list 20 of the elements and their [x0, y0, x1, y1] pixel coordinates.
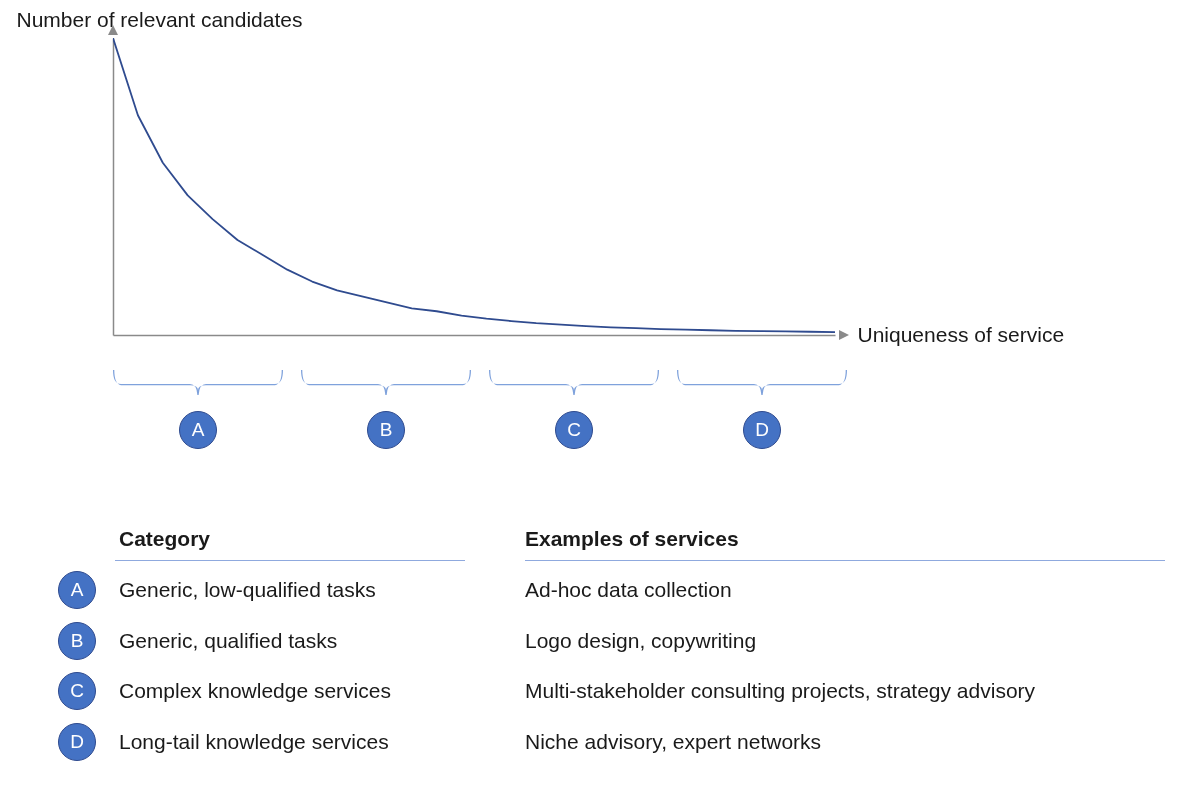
y-axis-title: Number of relevant candidates	[16, 7, 303, 31]
text: A	[58, 571, 96, 609]
text: B	[367, 411, 405, 449]
text: Category	[119, 526, 211, 552]
text: Ad-hoc data collection	[525, 577, 732, 603]
text: C	[555, 411, 593, 449]
text: Complex knowledge services	[119, 678, 391, 704]
text: Multi-stakeholder consulting projects, strategy advisory	[525, 678, 1036, 704]
text: Generic, qualified tasks	[119, 627, 338, 654]
text: Examples of services	[525, 526, 739, 552]
text: B	[58, 621, 96, 660]
x-axis-title: Uniqueness of service	[857, 322, 1065, 346]
text: Long-tail knowledge services	[119, 728, 389, 755]
text: Niche advisory, expert networks	[525, 728, 822, 755]
text: D	[58, 722, 96, 761]
text: C	[58, 672, 96, 710]
text: D	[743, 411, 781, 449]
text: Logo design, copywriting	[525, 627, 757, 654]
text: Generic, low-qualified tasks	[119, 577, 376, 603]
text: A	[179, 411, 217, 449]
